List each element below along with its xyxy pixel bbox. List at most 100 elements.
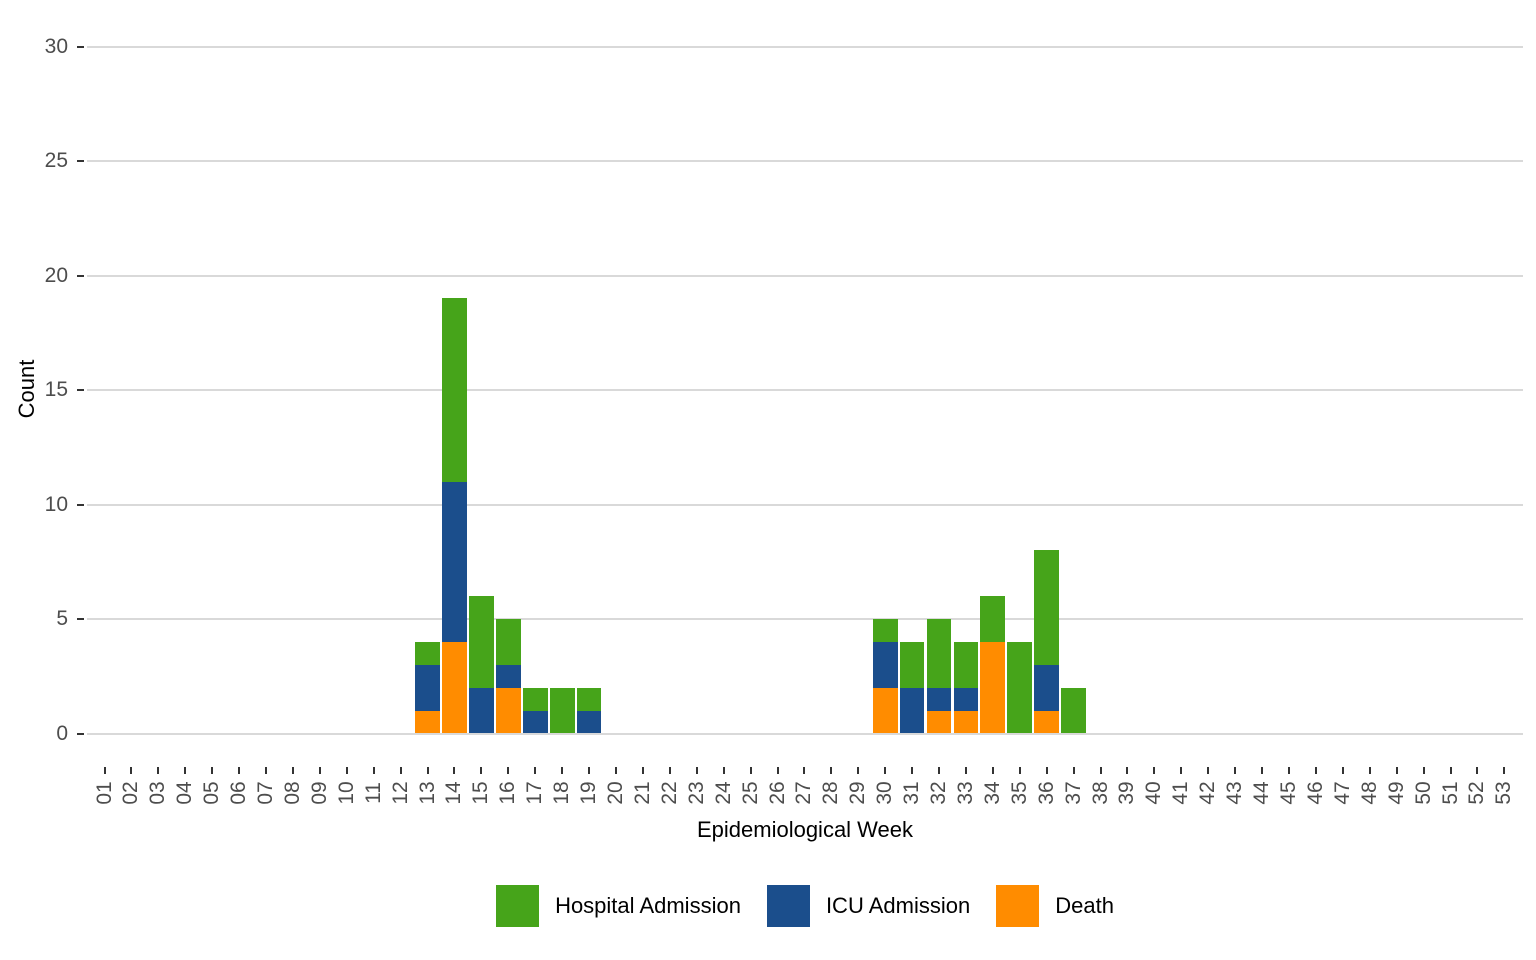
bar-segment-hospital-admission — [522, 687, 548, 711]
x-tick-label: 38 — [1088, 781, 1112, 805]
x-axis-tick — [1449, 767, 1452, 774]
x-axis-tick — [372, 767, 375, 774]
y-axis-tick — [77, 274, 84, 277]
y-tick-label: 5 — [56, 607, 68, 630]
bar-segment-icu-admission — [1034, 664, 1060, 711]
x-tick-label: 09 — [307, 781, 331, 805]
y-axis-tick — [77, 160, 84, 162]
bar-segment-death — [415, 710, 440, 734]
x-axis-tick — [265, 767, 268, 774]
y-gridline — [87, 618, 1523, 620]
x-tick-label: 33 — [953, 781, 977, 805]
x-axis-tick — [1422, 767, 1425, 774]
x-tick-label: 41 — [1169, 781, 1193, 805]
x-axis-tick — [184, 767, 187, 774]
x-axis-tick — [507, 767, 510, 774]
x-tick-label: 53 — [1492, 781, 1516, 805]
x-axis-tick — [345, 767, 348, 774]
bar-segment-hospital-admission — [953, 641, 979, 688]
x-axis-tick — [534, 767, 537, 774]
x-axis-tick — [1180, 767, 1183, 774]
x-tick-label: 17 — [523, 781, 547, 805]
bar-segment-icu-admission — [495, 664, 521, 688]
legend-item-hospital-admission: Hospital Admission — [496, 885, 741, 927]
x-tick-label: 02 — [119, 781, 143, 805]
x-axis-tick — [399, 767, 402, 774]
y-tick-label: 15 — [44, 378, 68, 401]
bar-segment-icu-admission — [926, 687, 952, 711]
bar-segment-icu-admission — [442, 481, 467, 642]
x-axis-title: Epidemiological Week — [696, 817, 914, 842]
x-tick-label: 10 — [334, 781, 358, 805]
x-tick-label: 19 — [577, 781, 601, 805]
legend: Hospital Admission ICU Admission Death — [87, 885, 1523, 927]
x-axis-tick — [1207, 767, 1210, 774]
x-axis-tick — [749, 767, 752, 774]
legend-label: ICU Admission — [825, 893, 971, 918]
legend-label: Death — [1055, 893, 1114, 918]
bar-segment-icu-admission — [953, 687, 979, 711]
x-tick-label: 12 — [388, 781, 412, 805]
bar-segment-hospital-admission — [442, 298, 467, 482]
x-tick-label: 14 — [442, 781, 466, 805]
x-axis-tick — [1234, 767, 1237, 774]
bar-segment-hospital-admission — [468, 596, 494, 688]
x-tick-label: 30 — [873, 781, 897, 805]
bar-segment-hospital-admission — [549, 687, 575, 734]
bar-segment-hospital-admission — [576, 687, 602, 711]
y-gridline — [87, 274, 1523, 277]
x-tick-label: 34 — [980, 781, 1004, 805]
x-tick-label: 29 — [846, 781, 870, 805]
x-tick-label: 37 — [1061, 781, 1085, 805]
x-tick-label: 52 — [1465, 781, 1489, 805]
x-tick-label: 44 — [1250, 781, 1274, 805]
x-tick-label: 35 — [1007, 781, 1031, 805]
bar-segment-hospital-admission — [926, 619, 952, 688]
x-tick-label: 21 — [630, 781, 654, 805]
bar-segment-icu-admission — [576, 710, 602, 734]
x-axis-tick — [238, 767, 241, 774]
legend-item-death: Death — [996, 885, 1114, 927]
x-tick-label: 15 — [469, 781, 493, 805]
bar-segment-hospital-admission — [1034, 550, 1060, 665]
x-tick-label: 43 — [1223, 781, 1247, 805]
bar-segment-icu-admission — [899, 687, 925, 734]
x-axis-tick — [130, 767, 133, 774]
x-axis-tick — [722, 767, 725, 774]
y-gridline — [87, 45, 1523, 48]
bar-segment-hospital-admission — [980, 596, 1006, 642]
x-tick-label: 45 — [1276, 781, 1300, 805]
x-tick-label: 27 — [792, 781, 816, 805]
x-axis-tick — [1476, 767, 1479, 774]
y-axis-tick — [77, 45, 84, 48]
x-tick-label: 36 — [1034, 781, 1058, 805]
x-axis-tick — [103, 767, 106, 774]
bar-segment-icu-admission — [415, 664, 440, 711]
bar-segment-hospital-admission — [415, 641, 440, 665]
x-tick-label: 24 — [711, 781, 735, 805]
x-tick-label: 46 — [1303, 781, 1327, 805]
y-tick-label: 25 — [44, 149, 68, 172]
x-axis-tick — [318, 767, 321, 774]
legend-label: Hospital Admission — [555, 893, 741, 918]
x-tick-label: 05 — [200, 781, 224, 805]
x-axis-tick — [1126, 767, 1129, 774]
x-tick-label: 40 — [1142, 781, 1166, 805]
x-axis-tick — [1072, 767, 1075, 774]
x-axis-tick — [884, 767, 887, 774]
x-axis-tick — [1287, 767, 1290, 774]
x-tick-label: 13 — [415, 781, 439, 805]
bar-segment-death — [980, 641, 1006, 734]
legend-key-swatch — [996, 885, 1040, 927]
x-tick-label: 25 — [738, 781, 762, 805]
x-axis-tick — [1045, 767, 1048, 774]
x-axis-tick — [668, 767, 671, 774]
x-tick-label: 48 — [1357, 781, 1381, 805]
x-axis-tick — [480, 767, 483, 774]
x-axis-tick — [1314, 767, 1317, 774]
bar-segment-icu-admission — [522, 710, 548, 734]
x-tick-label: 06 — [227, 781, 251, 805]
y-axis-tick — [77, 732, 84, 735]
x-axis-tick — [641, 767, 644, 774]
x-axis-tick — [857, 767, 860, 774]
